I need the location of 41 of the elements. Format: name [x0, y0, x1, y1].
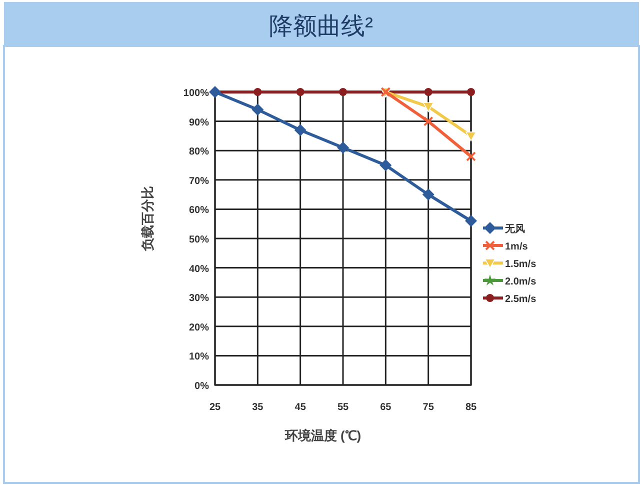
point [380, 159, 392, 172]
y-tick-label: 40% [188, 264, 210, 275]
y-tick-label: 60% [188, 205, 210, 216]
y-tick-label: 100% [183, 88, 210, 99]
x-tick-label: 35 [252, 402, 264, 413]
point [465, 214, 477, 227]
x-tick-label: 65 [380, 402, 392, 413]
point [422, 188, 434, 201]
legend-label: 2.5m/s [505, 294, 537, 305]
legend-label: 1m/s [505, 242, 528, 252]
y-tick-label: 50% [188, 234, 210, 246]
y-tick-label: 30% [188, 293, 210, 304]
legend-label: 1.5m/s [505, 259, 537, 270]
y-tick-label: 10% [188, 352, 210, 363]
y-tick-label: 90% [188, 117, 210, 128]
x-tick-label: 25 [209, 402, 221, 413]
point [337, 142, 349, 154]
y-tick-label: 20% [188, 322, 210, 334]
x-tick-label: 85 [465, 402, 477, 413]
chart-title: 降额曲线² [269, 13, 373, 40]
point [423, 116, 434, 126]
y-tick-label: 70% [188, 176, 210, 187]
point [422, 102, 434, 112]
x-tick-label: 45 [294, 402, 306, 413]
point [339, 88, 347, 96]
point [467, 88, 475, 96]
x-tick-label: 55 [337, 402, 349, 413]
legend-label: 2.0m/s [505, 276, 537, 288]
point [466, 132, 476, 142]
legend-label: 无风 [504, 223, 525, 235]
point [466, 151, 476, 162]
point [294, 124, 306, 136]
point [296, 88, 304, 96]
y-tick-label: 0% [194, 381, 210, 392]
point [254, 88, 262, 96]
x-tick-label: 75 [422, 402, 434, 413]
x-axis-title: 环境温度 (℃) [284, 428, 362, 443]
point [424, 88, 432, 96]
y-tick-label: 80% [188, 146, 210, 158]
point [252, 104, 264, 116]
y-axis-title: 负载百分比 [140, 186, 155, 252]
